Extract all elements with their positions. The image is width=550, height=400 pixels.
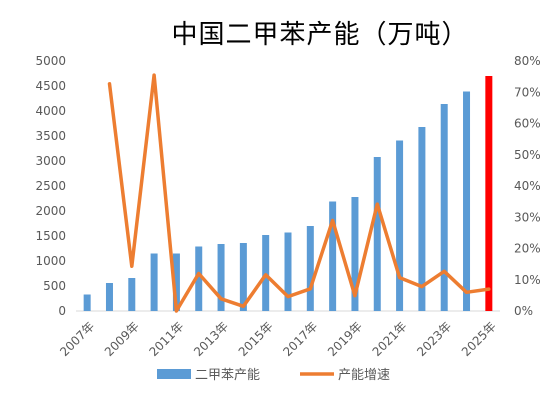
bar [306, 226, 314, 311]
right-axis-tick-label: 70% [514, 85, 541, 99]
right-axis-tick-label: 50% [514, 148, 541, 162]
left-axis-tick-label: 4000 [35, 104, 66, 118]
bar [239, 243, 247, 311]
bar [105, 283, 113, 311]
left-axis-tick-label: 500 [43, 279, 66, 293]
left-axis-tick-label: 2500 [35, 179, 66, 193]
left-axis-tick-label: 0 [58, 304, 66, 318]
bar [83, 294, 91, 311]
right-axis-tick-label: 30% [514, 210, 541, 224]
bar [217, 244, 225, 311]
x-axis-tick-label: 2011年 [146, 319, 186, 359]
x-axis-tick-label: 2019年 [325, 319, 365, 359]
bar [195, 246, 203, 311]
x-axis-tick-label: 2025年 [459, 319, 499, 359]
bar [284, 232, 292, 311]
legend-label-bar: 二甲苯产能 [195, 368, 260, 383]
x-axis-tick-label: 2023年 [414, 319, 454, 359]
bar [150, 253, 158, 311]
bar [262, 235, 270, 311]
left-axis-tick-label: 1000 [35, 254, 66, 268]
right-axis-tick-label: 20% [514, 242, 541, 256]
bar [172, 253, 180, 311]
right-axis-tick-label: 0% [514, 304, 533, 318]
bar [396, 140, 404, 311]
left-axis-tick-label: 1500 [35, 229, 66, 243]
bar-highlight [485, 76, 493, 311]
bar [329, 201, 337, 311]
bar [351, 197, 359, 311]
x-axis-tick-label: 2017年 [280, 319, 320, 359]
right-axis-tick-label: 80% [514, 54, 541, 68]
bar [373, 157, 381, 311]
bar [440, 104, 448, 311]
left-axis-tick-label: 3500 [35, 129, 66, 143]
right-axis-tick-label: 60% [514, 117, 541, 131]
growth-line [107, 73, 491, 313]
left-axis-tick-label: 5000 [35, 54, 66, 68]
bar [418, 127, 426, 311]
legend-label-line: 产能增速 [338, 368, 390, 383]
chart-title: 中国二甲苯产能（万吨） [171, 20, 469, 50]
right-axis-tick-label: 10% [514, 273, 541, 287]
bar [463, 91, 471, 311]
left-axis-tick-label: 2000 [35, 204, 66, 218]
x-axis-tick-label: 2021年 [370, 319, 410, 359]
x-axis-tick-label: 2007年 [57, 319, 97, 359]
x-axis-tick-label: 2009年 [102, 319, 142, 359]
bar [128, 278, 136, 311]
legend-swatch-bar [157, 369, 191, 379]
x-axis-tick-label: 2015年 [236, 319, 276, 359]
left-axis-tick-label: 3000 [35, 154, 66, 168]
right-axis-tick-label: 40% [514, 179, 541, 193]
x-axis-tick-label: 2013年 [191, 319, 231, 359]
left-axis-tick-label: 4500 [35, 79, 66, 93]
